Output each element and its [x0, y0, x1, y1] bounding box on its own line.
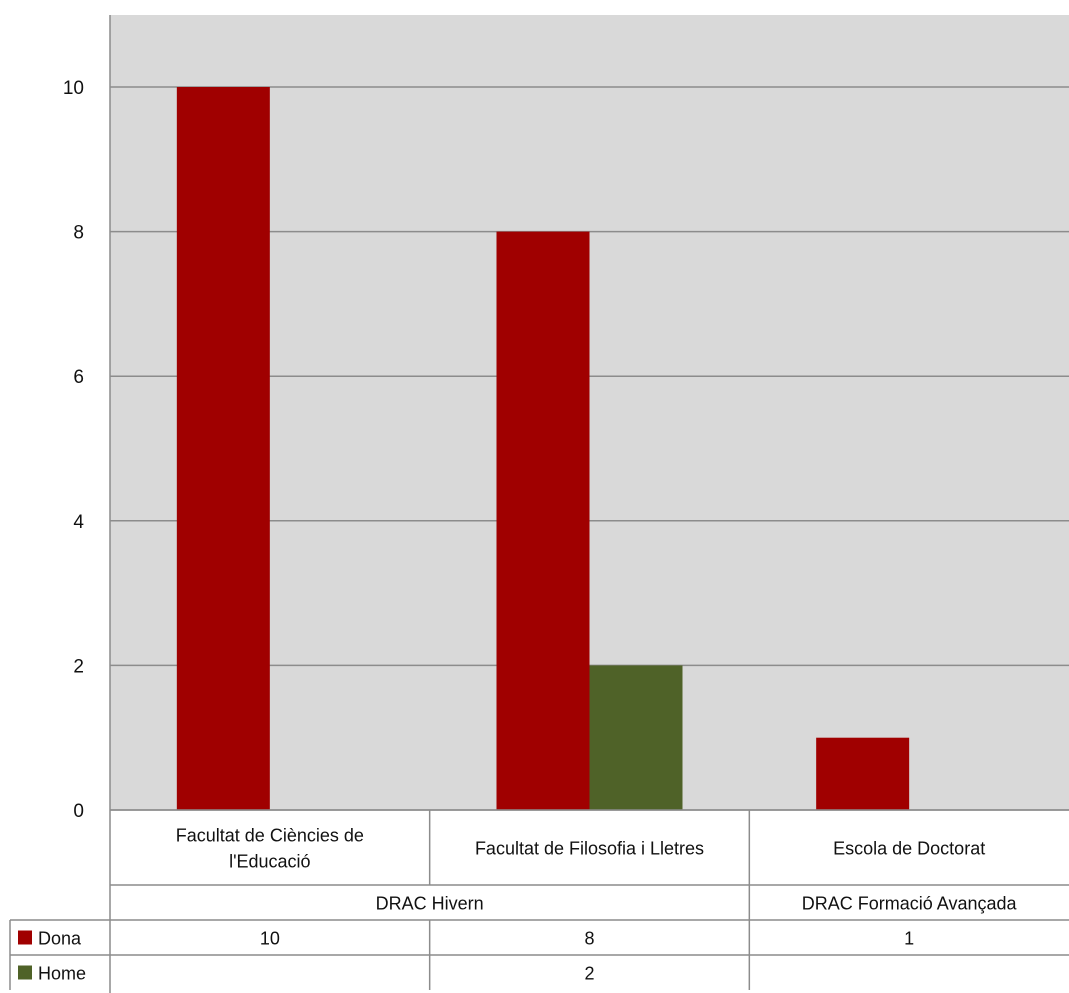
y-tick-label: 0 — [73, 801, 84, 822]
legend-swatch-home — [18, 965, 32, 980]
y-tick-label: 10 — [63, 78, 84, 99]
legend-swatch-dona — [18, 930, 32, 945]
table-value: 1 — [904, 929, 914, 949]
y-tick-label: 6 — [73, 367, 84, 388]
series-name-dona: Dona — [38, 929, 82, 949]
series-name-home: Home — [38, 964, 86, 984]
category-label: Escola de Doctorat — [833, 839, 985, 859]
bar-dona — [496, 231, 590, 811]
category-label: l'Educació — [229, 852, 310, 872]
bar-dona — [816, 737, 910, 810]
table-value: 8 — [584, 929, 594, 949]
y-axis: 0 2 4 6 8 10 — [63, 15, 111, 993]
y-tick-label: 2 — [73, 656, 84, 677]
data-table: Facultat de Ciències de l'Educació Faculta… — [9, 809, 1069, 990]
y-tick-label: 8 — [73, 223, 84, 244]
bars — [176, 87, 910, 811]
bar-home — [589, 665, 683, 810]
bar-dona — [176, 87, 270, 810]
table-value: 10 — [260, 929, 280, 949]
table-value: 2 — [584, 964, 594, 984]
group-label: DRAC Hivern — [376, 894, 484, 914]
category-label: Facultat de Filosofia i Lletres — [475, 839, 704, 859]
y-tick-label: 4 — [73, 512, 84, 533]
category-label: Facultat de Ciències de — [176, 826, 364, 846]
group-label: DRAC Formació Avançada — [802, 894, 1018, 914]
